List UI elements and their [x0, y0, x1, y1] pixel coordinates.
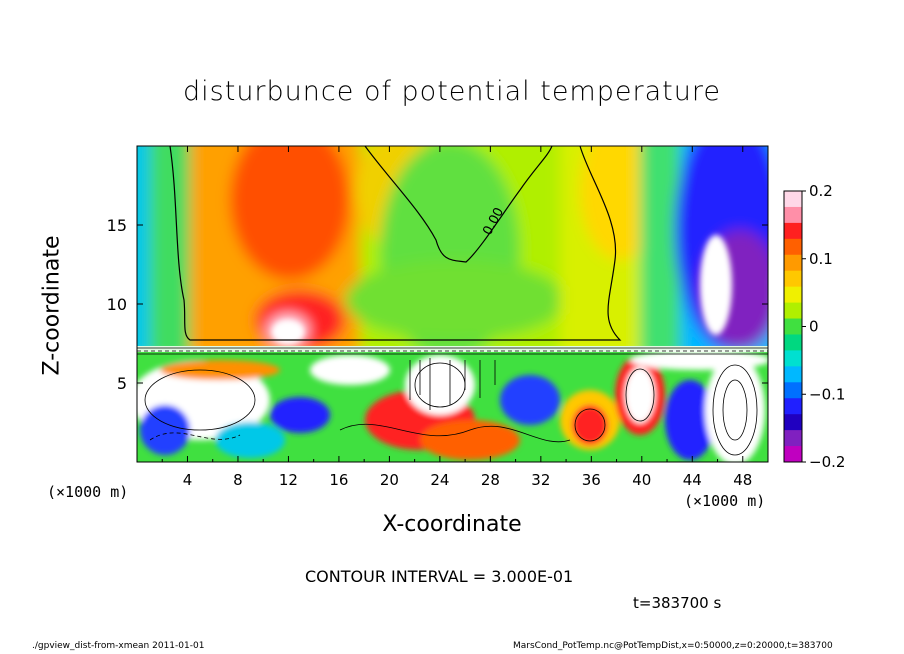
colorbar-swatch — [784, 191, 802, 208]
colorbar-swatch — [784, 350, 802, 367]
x-tick-label: 36 — [582, 471, 601, 489]
colorbar-swatch — [784, 238, 802, 256]
x-tick-label: 24 — [430, 471, 449, 489]
x-tick-label: 44 — [683, 471, 702, 489]
colorbar-swatch — [784, 206, 802, 224]
x-tick-label: 40 — [632, 471, 651, 489]
colorbar-tick-label: −0.2 — [809, 453, 845, 471]
colorbar-swatch — [784, 318, 802, 335]
y-tick-label: 5 — [117, 374, 127, 393]
chart-title: disturbunce of potential temperature — [183, 76, 721, 107]
colorbar-swatch — [784, 254, 802, 272]
colorbar-swatch — [784, 398, 802, 415]
colorbar-swatch — [784, 286, 802, 304]
footer-right: MarsCond_PotTemp.nc@PotTempDist,x=0:5000… — [513, 641, 833, 651]
x-axis-label: X-coordinate — [382, 512, 522, 537]
colorbar-tick-label: −0.1 — [809, 385, 845, 403]
colorbar-swatch — [784, 222, 802, 240]
colorbar-swatch — [784, 430, 802, 447]
contour-lines — [169, 146, 622, 341]
x-tick-label: 16 — [329, 471, 348, 489]
x-tick-label: 4 — [183, 471, 193, 489]
colorbar-swatch — [784, 334, 802, 351]
colorbar-swatch — [784, 270, 802, 288]
x-tick-label: 12 — [279, 471, 298, 489]
x-tick-label: 48 — [733, 471, 752, 489]
x-axis: 4 8 12 16 20 24 28 32 36 40 44 48 — [161, 146, 752, 489]
colorbar-tick-label: 0.2 — [809, 182, 833, 200]
colorbar: 0.2 0.1 0 −0.1 −0.2 — [783, 182, 845, 471]
x-tick-label: 20 — [380, 471, 399, 489]
y-tick-label: 15 — [107, 216, 127, 235]
y-axis-label: Z-coordinate — [39, 235, 65, 376]
colorbar-swatch — [784, 446, 802, 463]
colorbar-swatch — [784, 302, 802, 320]
x-tick-label: 8 — [233, 471, 243, 489]
y-axis: 5 10 15 — [107, 216, 768, 393]
x-axis-unit: (×1000 m) — [684, 492, 766, 510]
x-tick-label: 28 — [481, 471, 500, 489]
colorbar-tick-label: 0.1 — [809, 250, 833, 268]
colorbar-tick-label: 0 — [809, 318, 819, 336]
x-tick-label: 32 — [531, 471, 550, 489]
y-tick-label: 10 — [107, 295, 127, 314]
colorbar-swatch — [784, 414, 802, 431]
colorbar-swatch — [784, 382, 802, 399]
contour-interval-note: CONTOUR INTERVAL = 3.000E-01 — [305, 567, 574, 586]
colorbar-swatch — [784, 366, 802, 383]
y-axis-unit: (×1000 m) — [47, 483, 129, 501]
footer-left: ./gpview_dist-from-xmean 2011-01-01 — [32, 641, 205, 651]
time-label: t=383700 s — [633, 594, 722, 612]
heatmap-field — [137, 146, 768, 462]
